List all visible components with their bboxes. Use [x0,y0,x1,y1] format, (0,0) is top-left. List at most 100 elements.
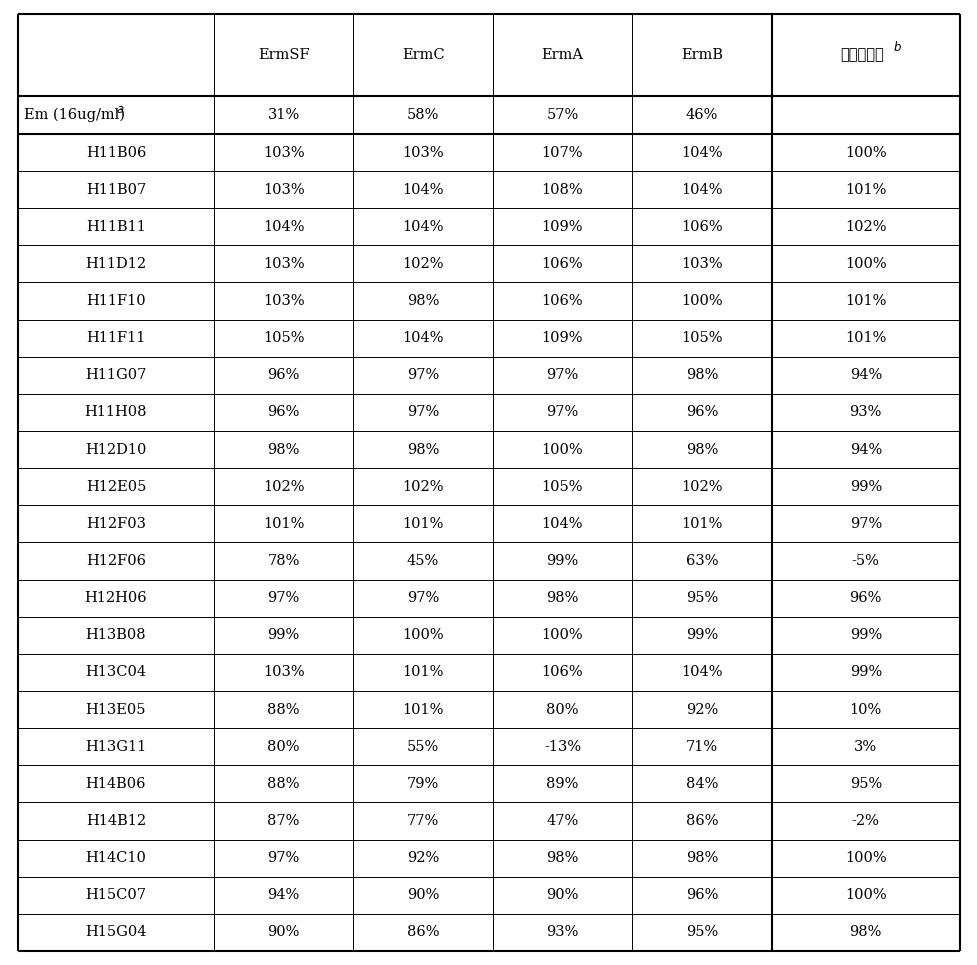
Text: ErmC: ErmC [402,48,444,62]
Text: 97%: 97% [849,517,881,531]
Text: 103%: 103% [680,257,722,271]
Text: 103%: 103% [402,146,444,159]
Text: Em (16ug/ml): Em (16ug/ml) [24,108,125,123]
Text: H11B07: H11B07 [86,182,146,197]
Text: $a$: $a$ [116,102,124,116]
Text: 77%: 77% [406,814,439,828]
Text: 98%: 98% [546,592,578,605]
Text: 96%: 96% [849,592,881,605]
Text: 104%: 104% [402,220,444,234]
Text: H11B06: H11B06 [86,146,146,159]
Text: 100%: 100% [541,443,582,456]
Text: 105%: 105% [541,480,582,494]
Text: 102%: 102% [402,480,444,494]
Text: 97%: 97% [268,592,300,605]
Text: 101%: 101% [844,294,885,308]
Text: 94%: 94% [268,889,300,902]
Text: 92%: 92% [406,851,439,866]
Text: 104%: 104% [680,182,722,197]
Text: H11B11: H11B11 [86,220,146,234]
Text: 109%: 109% [541,220,582,234]
Text: ErmA: ErmA [541,48,583,62]
Text: 100%: 100% [680,294,722,308]
Text: H14C10: H14C10 [85,851,147,866]
Text: 100%: 100% [844,146,886,159]
Text: 97%: 97% [406,592,439,605]
Text: 98%: 98% [685,443,717,456]
Text: 99%: 99% [849,666,881,679]
Text: H12F06: H12F06 [86,554,146,568]
Text: H13C04: H13C04 [85,666,147,679]
Text: 101%: 101% [844,331,885,345]
Text: 80%: 80% [546,703,578,717]
Text: 90%: 90% [406,889,439,902]
Text: H11F10: H11F10 [86,294,146,308]
Text: 99%: 99% [849,628,881,643]
Text: -5%: -5% [851,554,879,568]
Text: 88%: 88% [267,777,300,791]
Text: 103%: 103% [263,294,304,308]
Text: 99%: 99% [546,554,578,568]
Text: 99%: 99% [849,480,881,494]
Text: 71%: 71% [685,740,717,754]
Text: H15G04: H15G04 [85,925,147,940]
Text: $b$: $b$ [892,41,902,54]
Text: 31%: 31% [268,108,300,123]
Text: 96%: 96% [267,405,300,420]
Text: 109%: 109% [541,331,582,345]
Text: 93%: 93% [849,405,881,420]
Text: 96%: 96% [685,889,717,902]
Text: 10%: 10% [849,703,881,717]
Text: 46%: 46% [685,108,717,123]
Text: 57%: 57% [546,108,578,123]
Text: 100%: 100% [844,889,886,902]
Text: 98%: 98% [406,294,439,308]
Text: 100%: 100% [541,628,582,643]
Text: 79%: 79% [406,777,439,791]
Text: 103%: 103% [263,182,304,197]
Text: 78%: 78% [267,554,300,568]
Text: 104%: 104% [680,666,722,679]
Text: H12E05: H12E05 [86,480,146,494]
Text: 94%: 94% [849,369,881,382]
Text: 99%: 99% [685,628,717,643]
Text: 88%: 88% [267,703,300,717]
Text: 98%: 98% [685,369,717,382]
Text: H14B06: H14B06 [86,777,147,791]
Text: 105%: 105% [263,331,304,345]
Text: 102%: 102% [680,480,722,494]
Text: 98%: 98% [267,443,300,456]
Text: 108%: 108% [541,182,582,197]
Text: 100%: 100% [402,628,444,643]
Text: 95%: 95% [685,592,717,605]
Text: 101%: 101% [263,517,304,531]
Text: 3%: 3% [853,740,876,754]
Text: 47%: 47% [546,814,578,828]
Text: H12D10: H12D10 [85,443,147,456]
Text: 90%: 90% [546,889,578,902]
Text: H11F11: H11F11 [86,331,146,345]
Text: 89%: 89% [546,777,578,791]
Text: -2%: -2% [851,814,879,828]
Text: 104%: 104% [680,146,722,159]
Text: 93%: 93% [546,925,578,940]
Text: 104%: 104% [402,331,444,345]
Text: 95%: 95% [849,777,881,791]
Text: 45%: 45% [406,554,439,568]
Text: 자체항생능: 자체항생능 [839,48,883,62]
Text: 97%: 97% [546,405,578,420]
Text: 84%: 84% [685,777,717,791]
Text: 103%: 103% [263,666,304,679]
Text: 103%: 103% [263,146,304,159]
Text: H11G07: H11G07 [85,369,147,382]
Text: -13%: -13% [543,740,580,754]
Text: H13B08: H13B08 [86,628,147,643]
Text: 98%: 98% [849,925,881,940]
Text: H12H06: H12H06 [85,592,148,605]
Text: 95%: 95% [685,925,717,940]
Text: 98%: 98% [546,851,578,866]
Text: H12F03: H12F03 [86,517,146,531]
Text: 106%: 106% [680,220,722,234]
Text: 101%: 101% [402,703,444,717]
Text: 90%: 90% [267,925,300,940]
